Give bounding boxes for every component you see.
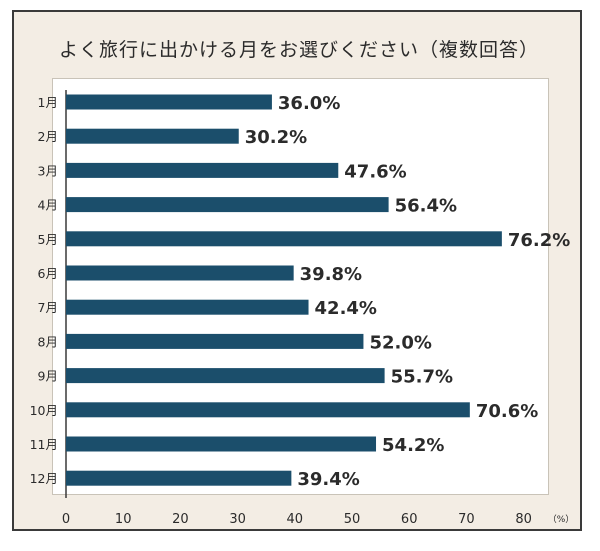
x-tick-label: 70 bbox=[458, 512, 475, 527]
x-tick-label: 40 bbox=[287, 512, 304, 527]
x-tick-label: 60 bbox=[401, 512, 418, 527]
category-label: 4月 bbox=[38, 198, 58, 213]
x-tick-label: 50 bbox=[344, 512, 361, 527]
bar bbox=[66, 436, 377, 452]
value-label: 76.2% bbox=[508, 230, 570, 251]
bar bbox=[66, 333, 364, 349]
category-label: 8月 bbox=[38, 334, 58, 349]
category-label: 7月 bbox=[38, 300, 58, 315]
category-label: 2月 bbox=[38, 129, 58, 144]
category-label: 9月 bbox=[38, 369, 58, 384]
bar bbox=[66, 265, 294, 281]
category-label: 6月 bbox=[38, 266, 58, 281]
value-label: 47.6% bbox=[344, 161, 406, 182]
value-label: 30.2% bbox=[245, 127, 307, 148]
bar bbox=[66, 231, 502, 247]
value-label: 39.4% bbox=[297, 469, 359, 490]
value-label: 42.4% bbox=[315, 298, 377, 319]
value-label: 56.4% bbox=[395, 196, 457, 217]
category-label: 5月 bbox=[38, 232, 58, 247]
x-tick-label: 30 bbox=[229, 512, 246, 527]
x-tick-label: 10 bbox=[115, 512, 132, 527]
value-label: 55.7% bbox=[391, 367, 453, 388]
x-tick-label: 0 bbox=[62, 512, 70, 527]
plot-area bbox=[52, 78, 549, 495]
bar bbox=[66, 162, 339, 178]
category-label: 12月 bbox=[30, 471, 58, 486]
chart-title: よく旅行に出かける月をお選びください（複数回答） bbox=[58, 39, 539, 61]
category-label: 10月 bbox=[30, 403, 58, 418]
unit-label: （%） bbox=[548, 514, 575, 525]
category-label: 1月 bbox=[38, 95, 58, 110]
bar bbox=[66, 197, 389, 213]
value-label: 70.6% bbox=[476, 401, 538, 422]
category-label: 11月 bbox=[30, 437, 58, 452]
bar bbox=[66, 94, 272, 110]
bar bbox=[66, 368, 385, 384]
bar bbox=[66, 470, 292, 486]
value-label: 36.0% bbox=[278, 93, 340, 114]
bar bbox=[66, 128, 239, 144]
category-label: 3月 bbox=[38, 163, 58, 178]
bar bbox=[66, 299, 309, 315]
value-label: 54.2% bbox=[382, 435, 444, 456]
value-label: 39.8% bbox=[300, 264, 362, 285]
bar bbox=[66, 402, 470, 418]
x-tick-label: 80 bbox=[515, 512, 532, 527]
x-tick-label: 20 bbox=[172, 512, 189, 527]
value-label: 52.0% bbox=[369, 332, 431, 353]
